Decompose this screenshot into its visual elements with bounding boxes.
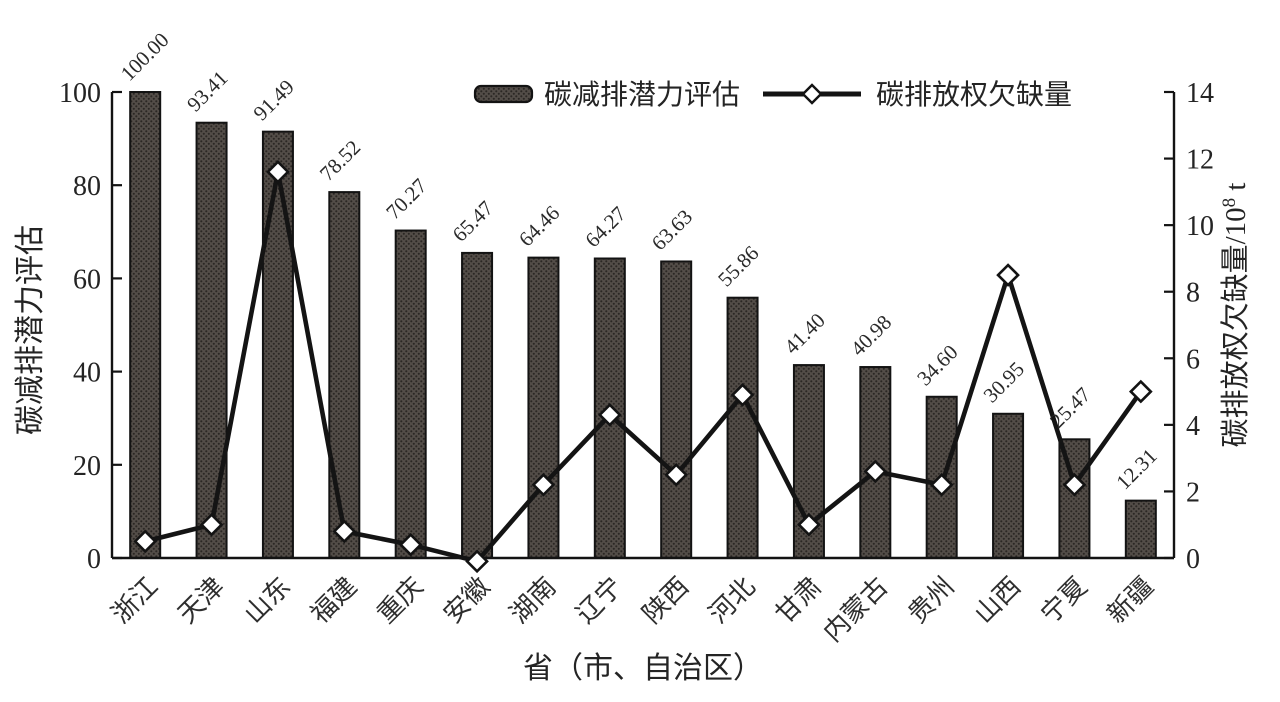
diamond-marker-重庆: [398, 532, 423, 557]
x-tick-label-甘肃: 甘肃: [770, 572, 827, 629]
left-axis-tick-label: 0: [87, 544, 101, 575]
right-axis-title: 碳排放权欠缺量/108 t: [1219, 183, 1252, 448]
bar-value-label-福建: 78.52: [315, 135, 365, 185]
bar-重庆: [394, 229, 427, 559]
diamond-marker-天津: [199, 512, 224, 537]
bar-value-label-山东: 91.49: [249, 75, 299, 125]
bar-福建: [328, 191, 361, 559]
diamond-marker-湖南: [531, 472, 556, 497]
x-tick-label-辽宁: 辽宁: [571, 572, 628, 629]
bar-value-label-宁夏: 25.47: [1045, 382, 1095, 432]
diamond-marker-安徽: [465, 549, 489, 574]
bar-value-label-重庆: 70.27: [381, 174, 431, 224]
bar-河北: [726, 296, 759, 559]
bar-value-label-贵州: 34.60: [912, 340, 962, 390]
bar-天津: [195, 121, 228, 559]
left-axis-tick-label: 80: [73, 171, 101, 202]
x-axis-title: 省（市、自治区）: [523, 652, 763, 685]
x-tick-label-贵州: 贵州: [903, 572, 960, 629]
x-tick-label-宁夏: 宁夏: [1035, 572, 1092, 629]
right-axis-tick-label: 14: [1186, 78, 1214, 109]
deficit-line: [144, 171, 1143, 564]
x-tick-label-浙江: 浙江: [106, 572, 163, 629]
x-tick-label-天津: 天津: [173, 572, 230, 629]
bar-value-label-浙江: 100.00: [116, 28, 174, 86]
bar-山西: [992, 412, 1025, 560]
x-tick-label-河北: 河北: [704, 572, 761, 629]
right-axis-tick-label: 4: [1186, 411, 1200, 442]
diamond-marker-贵州: [929, 472, 954, 497]
diamond-marker-内蒙古: [863, 459, 888, 484]
bar-value-label-天津: 93.41: [182, 66, 232, 116]
diamond-marker-浙江: [133, 529, 158, 554]
x-tick-label-安徽: 安徽: [438, 572, 495, 629]
line-series: [133, 160, 1153, 574]
right-axis-title-main: 碳排放权欠缺量/10: [1219, 207, 1252, 447]
diamond-marker-辽宁: [597, 403, 622, 427]
diamond-marker-甘肃: [797, 512, 821, 537]
x-tick-label-重庆: 重庆: [372, 572, 429, 629]
diamond-marker-宁夏: [1062, 472, 1087, 497]
x-tick-label-内蒙古: 内蒙古: [818, 572, 894, 648]
right-axis-tick-label: 8: [1186, 278, 1200, 309]
diamond-marker-河北: [730, 383, 755, 407]
axes: 0 20 40 60 80 100 0 2 4 6 8 10 12 14: [59, 78, 1214, 575]
bar-value-label-陕西: 63.63: [647, 205, 697, 255]
bar-安徽: [461, 251, 494, 560]
diamond-marker-福建: [332, 519, 357, 544]
bar-新疆: [1124, 499, 1157, 560]
right-axis-title-unit: t: [1220, 183, 1252, 198]
diamond-marker-陕西: [664, 462, 689, 487]
bar-value-label-甘肃: 41.40: [780, 308, 830, 358]
legend-bar-label: 碳减排潜力评估: [544, 79, 740, 111]
bar-value-label-山西: 30.95: [979, 357, 1029, 407]
bar-value-label-湖南: 64.46: [514, 201, 564, 251]
left-axis-title: 碳减排潜力评估: [14, 225, 47, 435]
diamond-marker-山东: [266, 160, 290, 184]
right-axis-tick-label: 10: [1186, 211, 1214, 242]
bar-value-label-辽宁: 64.27: [580, 202, 630, 252]
x-tick-label-陕西: 陕西: [637, 572, 694, 629]
right-axis-tick-label: 2: [1186, 477, 1200, 508]
x-tick-label-山东: 山东: [239, 572, 296, 629]
right-axis-tick-label: 0: [1186, 544, 1200, 575]
legend-line-marker-diamond-icon: [801, 83, 823, 105]
bar-value-label-安徽: 65.47: [448, 196, 498, 246]
diamond-marker-新疆: [1128, 379, 1153, 404]
bar-浙江: [129, 91, 162, 559]
diamond-marker-山西: [996, 263, 1020, 287]
x-tick-label-福建: 福建: [305, 572, 362, 629]
bar-湖南: [527, 256, 560, 559]
right-axis-tick-label: 12: [1186, 145, 1214, 176]
left-axis-tick-label: 60: [73, 264, 101, 295]
left-axis-tick-label: 20: [73, 451, 101, 482]
bar-山东: [261, 130, 294, 560]
right-axis-title-superscript: 8: [1219, 198, 1240, 208]
legend-bar-swatch: [473, 84, 534, 104]
left-axis-tick-label: 100: [59, 78, 101, 109]
left-axis-tick-label: 40: [73, 358, 101, 389]
bar-value-label-河北: 55.86: [713, 241, 763, 291]
legend: 碳减排潜力评估 碳排放权欠缺量: [473, 79, 1072, 111]
bar-value-label-新疆: 12.31: [1111, 444, 1161, 494]
legend-line-label: 碳排放权欠缺量: [876, 79, 1072, 111]
x-tick-label-山西: 山西: [969, 572, 1026, 629]
x-tick-label-湖南: 湖南: [504, 572, 561, 629]
bar-value-label-内蒙古: 40.98: [846, 310, 896, 360]
bar-陕西: [660, 260, 693, 559]
x-tick-label-新疆: 新疆: [1102, 572, 1159, 629]
right-axis-tick-label: 6: [1186, 344, 1200, 375]
bar-series: [129, 91, 1157, 560]
